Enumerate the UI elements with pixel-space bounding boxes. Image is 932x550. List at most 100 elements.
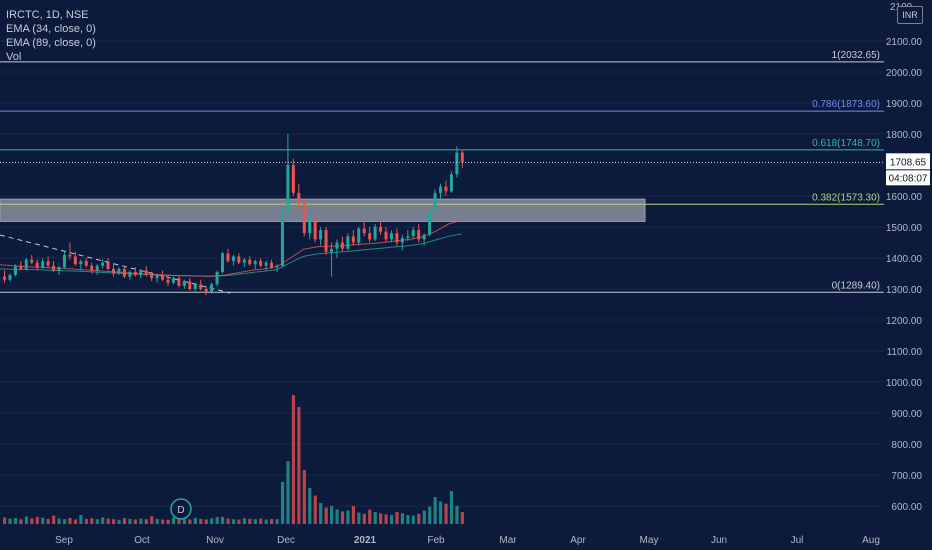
candle-body xyxy=(346,236,350,249)
candlesticks xyxy=(3,134,464,296)
fibonacci-retracement[interactable]: 1(2032.65) 0.786(1873.60) 0.618(1748.70) 0.… xyxy=(0,50,884,293)
candle-body xyxy=(259,261,263,266)
volume-bars xyxy=(3,395,464,524)
candle-body xyxy=(155,275,159,279)
volume-bar xyxy=(428,506,432,524)
candle-body xyxy=(449,174,453,192)
indicator-ema34-label[interactable]: EMA (34, close, 0) xyxy=(6,23,96,35)
candle-body xyxy=(24,259,28,269)
volume-bar xyxy=(188,519,192,524)
volume-bar xyxy=(373,512,377,524)
candle-body xyxy=(90,265,94,271)
time-tick-label: Aug xyxy=(862,535,880,546)
symbol-title[interactable]: IRCTC, 1D, NSE xyxy=(6,9,89,21)
volume-bar xyxy=(302,470,306,524)
time-tick-label: Jul xyxy=(791,535,804,546)
volume-bar xyxy=(62,519,67,524)
currency-button[interactable]: INR xyxy=(897,6,923,24)
volume-bar xyxy=(400,513,405,524)
volume-bar xyxy=(433,497,437,524)
candle-body xyxy=(324,230,328,252)
dividend-marker[interactable]: D xyxy=(170,498,192,520)
time-axis[interactable]: Sep Oct Nov Dec 2021 Feb Mar Apr May Jun Jul Aug xyxy=(55,535,880,546)
volume-bar xyxy=(379,513,383,524)
volume-bar xyxy=(73,519,78,524)
candle-body xyxy=(193,284,197,289)
candle-body xyxy=(171,278,175,283)
time-tick-label: May xyxy=(640,535,659,546)
candle-body xyxy=(357,228,361,243)
volume-bar xyxy=(182,519,187,524)
volume-bar xyxy=(275,519,279,524)
candle-body xyxy=(302,203,306,234)
candle-body xyxy=(199,284,203,289)
price-tick-label: 1200.00 xyxy=(886,316,923,327)
candle-body xyxy=(8,275,12,280)
last-price-tag xyxy=(886,153,930,170)
volume-bar xyxy=(30,518,34,524)
volume-bar xyxy=(351,506,355,524)
candle-body xyxy=(215,271,219,285)
price-axis[interactable]: 2100.002000.001900.001800.001700.001600.… xyxy=(886,37,930,513)
candle-body xyxy=(62,254,66,268)
candle-body xyxy=(231,256,235,262)
volume-bar xyxy=(139,518,143,524)
volume-bar xyxy=(19,519,23,524)
candle-body xyxy=(112,268,115,274)
volume-bar xyxy=(324,507,328,524)
price-tick-label: 600.00 xyxy=(891,502,922,513)
price-tick-label: 1600.00 xyxy=(886,192,923,203)
candle-body xyxy=(444,186,448,192)
candle-body xyxy=(182,281,186,286)
volume-bar xyxy=(335,509,339,524)
candle-body xyxy=(101,262,105,266)
ema34-line xyxy=(0,219,463,277)
candle-body xyxy=(161,275,165,280)
candle-body xyxy=(68,254,72,257)
ema-lines xyxy=(0,219,463,277)
time-tick-label: Nov xyxy=(206,535,224,546)
candle-body xyxy=(439,186,442,193)
dividend-marker-label: D xyxy=(177,505,184,516)
indicator-ema89-label[interactable]: EMA (89, close, 0) xyxy=(6,37,96,49)
volume-bar xyxy=(221,516,225,524)
volume-bar xyxy=(90,518,94,524)
volume-bar xyxy=(253,519,257,524)
fib-level-label: 1(2032.65) xyxy=(832,50,880,61)
support-zone[interactable] xyxy=(0,198,646,222)
candle-body xyxy=(106,262,110,269)
candle-body xyxy=(275,265,279,268)
candle-body xyxy=(95,265,99,271)
volume-bar xyxy=(308,488,312,524)
candle-body xyxy=(264,262,268,266)
candle-body xyxy=(248,259,252,265)
volume-bar xyxy=(444,503,448,524)
candle-body xyxy=(368,233,372,240)
candle-body xyxy=(52,265,56,271)
trend-line[interactable] xyxy=(0,234,231,294)
time-tick-label: Oct xyxy=(134,535,150,546)
price-tick-label: 1300.00 xyxy=(886,285,923,296)
price-tick-label: 800.00 xyxy=(891,440,922,451)
volume-bar xyxy=(422,510,426,524)
candle-body xyxy=(3,276,6,280)
indicator-volume-label[interactable]: Vol xyxy=(6,51,22,63)
volume-bar xyxy=(226,518,230,524)
volume-bar xyxy=(368,509,372,524)
volume-bar xyxy=(395,512,399,524)
candle-body xyxy=(433,192,437,212)
time-tick-label: Mar xyxy=(499,535,517,546)
volume-bar xyxy=(417,513,421,524)
volume-bar xyxy=(150,516,154,524)
volume-bar xyxy=(357,512,361,524)
candle-body xyxy=(280,211,284,266)
candle-body xyxy=(204,289,208,293)
volume-bar xyxy=(346,510,350,524)
volume-bar xyxy=(210,518,214,524)
candle-body xyxy=(41,261,45,268)
price-tick-label: 1000.00 xyxy=(886,378,923,389)
countdown-tag xyxy=(886,170,930,186)
candle-body xyxy=(226,253,230,262)
volume-bar xyxy=(68,518,72,524)
